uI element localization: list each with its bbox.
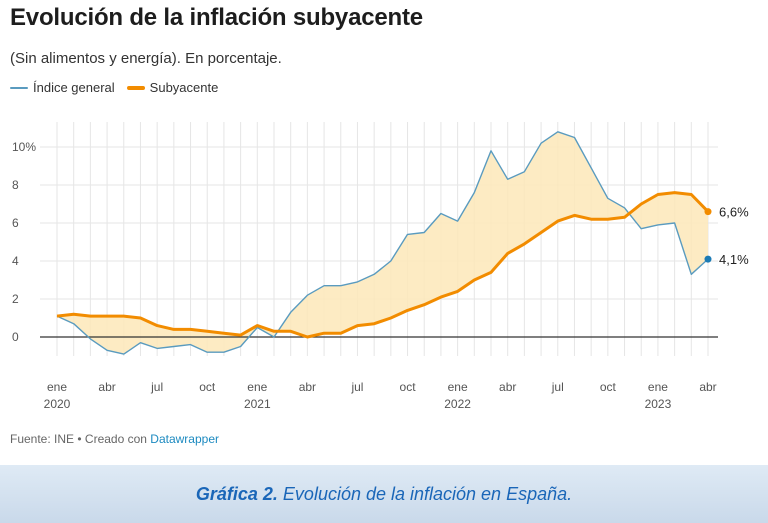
x-tick-year: 2023 (645, 397, 672, 411)
x-tick-label: ene (648, 380, 668, 394)
y-tick-label: 2 (12, 292, 19, 306)
x-tick-label: oct (400, 380, 417, 394)
x-tick-label: abr (299, 380, 316, 394)
x-tick-year: 2022 (444, 397, 471, 411)
chart-title: Evolución de la inflación subyacente (10, 4, 423, 31)
caption-text: Evolución de la inflación en España. (277, 484, 573, 504)
x-tick-label: jul (551, 380, 564, 394)
end-point-core (704, 208, 712, 216)
caption-band (0, 465, 768, 523)
caption-label: Gráfica 2. (195, 484, 278, 504)
figure-caption: Gráfica 2. Evolución de la inflación en … (0, 484, 768, 505)
x-tick-label: ene (448, 380, 468, 394)
end-point-general (704, 255, 712, 263)
x-tick-label: abr (499, 380, 516, 394)
legend-swatch-core (126, 85, 145, 90)
legend-item-general: Índice general (10, 80, 115, 95)
y-tick-label: 0 (12, 330, 19, 344)
series-line-general (56, 131, 709, 355)
y-tick-label: 6 (12, 216, 19, 230)
legend-label-general: Índice general (33, 80, 115, 95)
x-tick-label: ene (47, 380, 67, 394)
gap-area (57, 131, 708, 355)
x-tick-label: abr (98, 380, 115, 394)
y-tick-label: 4 (12, 254, 19, 268)
y-tick-label: 8 (12, 178, 19, 192)
end-label-core: 6,6% (719, 205, 749, 220)
end-label-general: 4,1% (719, 252, 749, 267)
x-tick-year: 2020 (44, 397, 71, 411)
chart-card: Evolución de la inflación subyacente (Si… (10, 4, 750, 446)
source-note: Fuente: INE • Creado con Datawrapper (10, 432, 219, 446)
series-line-core (56, 191, 710, 339)
x-tick-year: 2021 (244, 397, 271, 411)
y-tick-label: 10% (12, 140, 36, 154)
chart-subtitle: (Sin alimentos y energía). En porcentaje… (10, 50, 282, 67)
legend-item-core: Subyacente (126, 80, 219, 95)
x-tick-label: ene (247, 380, 267, 394)
source-text: Fuente: INE • Creado con (10, 432, 151, 446)
legend-swatch-general (10, 86, 28, 89)
x-tick-label: jul (150, 380, 163, 394)
x-tick-label: jul (350, 380, 363, 394)
line-chart: 0 2 4 6 8 10% 6,6% 4,1% ene 2020 abr jul oct ene 2021 a… (12, 122, 749, 411)
x-tick-label: oct (199, 380, 216, 394)
legend: Índice general Subyacente (10, 80, 230, 95)
legend-label-core: Subyacente (149, 80, 219, 95)
x-tick-label: abr (699, 380, 716, 394)
x-tick-label: oct (600, 380, 617, 394)
datawrapper-link[interactable]: Datawrapper (150, 432, 219, 446)
